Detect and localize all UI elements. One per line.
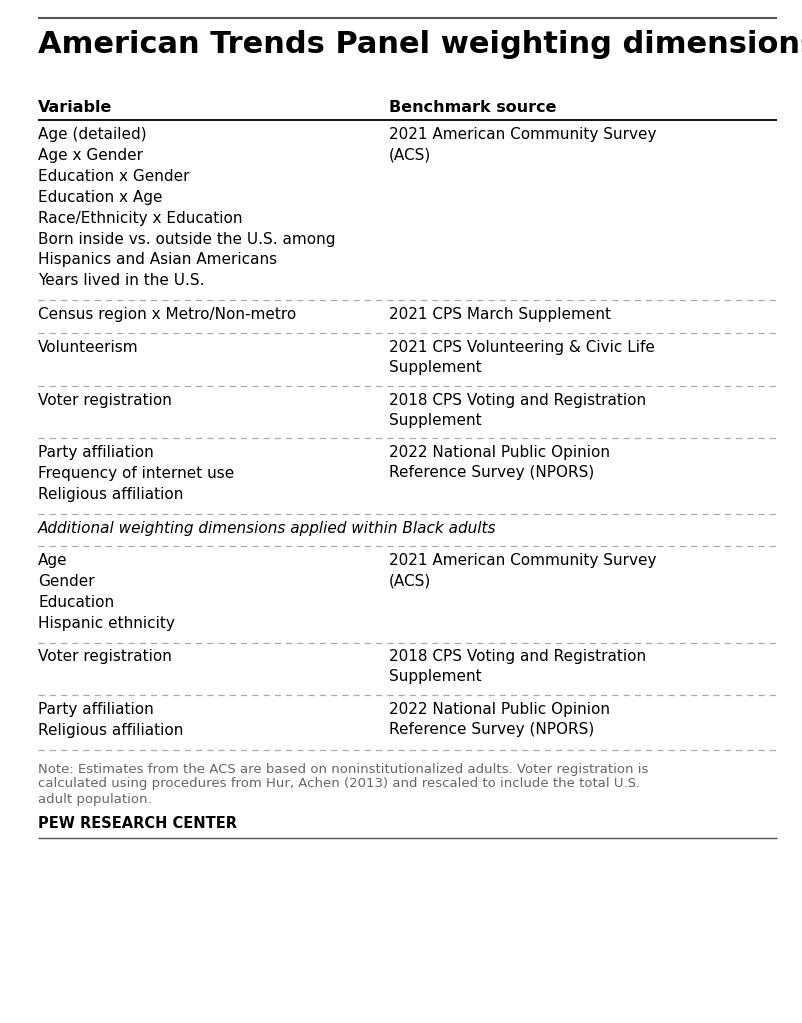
Text: Race/Ethnicity x Education: Race/Ethnicity x Education [38,211,242,226]
Text: 2021 CPS March Supplement: 2021 CPS March Supplement [389,307,611,321]
Text: 2021 CPS Volunteering & Civic Life: 2021 CPS Volunteering & Civic Life [389,340,655,355]
Text: 2018 CPS Voting and Registration: 2018 CPS Voting and Registration [389,393,646,407]
Text: Education x Gender: Education x Gender [38,169,189,184]
Text: Religious affiliation: Religious affiliation [38,723,184,738]
Text: Supplement: Supplement [389,669,481,684]
Text: Hispanics and Asian Americans: Hispanics and Asian Americans [38,252,277,267]
Text: Additional weighting dimensions applied within Black adults: Additional weighting dimensions applied … [38,521,496,535]
Text: 2022 National Public Opinion: 2022 National Public Opinion [389,702,610,717]
Text: Age: Age [38,553,67,568]
Text: Note: Estimates from the ACS are based on noninstitutionalized adults. Voter reg: Note: Estimates from the ACS are based o… [38,762,648,775]
Text: Census region x Metro/Non-metro: Census region x Metro/Non-metro [38,307,296,321]
Text: calculated using procedures from Hur, Achen (2013) and rescaled to include the t: calculated using procedures from Hur, Ac… [38,777,640,791]
Text: Born inside vs. outside the U.S. among: Born inside vs. outside the U.S. among [38,232,335,247]
Text: 2021 American Community Survey: 2021 American Community Survey [389,553,657,568]
Text: PEW RESEARCH CENTER: PEW RESEARCH CENTER [38,815,237,831]
Text: Voter registration: Voter registration [38,393,172,407]
Text: Variable: Variable [38,100,112,115]
Text: Gender: Gender [38,574,95,589]
Text: Years lived in the U.S.: Years lived in the U.S. [38,273,205,288]
Text: Reference Survey (NPORS): Reference Survey (NPORS) [389,465,594,480]
Text: 2018 CPS Voting and Registration: 2018 CPS Voting and Registration [389,650,646,665]
Text: Supplement: Supplement [389,360,481,375]
Text: (ACS): (ACS) [389,573,431,588]
Text: Age x Gender: Age x Gender [38,148,143,163]
Text: (ACS): (ACS) [389,147,431,162]
Text: adult population.: adult population. [38,793,152,805]
Text: American Trends Panel weighting dimensions: American Trends Panel weighting dimensio… [38,30,802,59]
Text: Reference Survey (NPORS): Reference Survey (NPORS) [389,722,594,737]
Text: Party affiliation: Party affiliation [38,445,154,460]
Text: 2021 American Community Survey: 2021 American Community Survey [389,127,657,142]
Text: Voter registration: Voter registration [38,650,172,665]
Text: Party affiliation: Party affiliation [38,702,154,717]
Text: Frequency of internet use: Frequency of internet use [38,466,234,481]
Text: Religious affiliation: Religious affiliation [38,487,184,502]
Text: Hispanic ethnicity: Hispanic ethnicity [38,616,175,631]
Text: Education: Education [38,595,114,610]
Text: Age (detailed): Age (detailed) [38,127,147,142]
Text: Supplement: Supplement [389,412,481,428]
Text: Volunteerism: Volunteerism [38,340,139,355]
Text: Education x Age: Education x Age [38,190,163,205]
Text: Benchmark source: Benchmark source [389,100,557,115]
Text: 2022 National Public Opinion: 2022 National Public Opinion [389,445,610,460]
